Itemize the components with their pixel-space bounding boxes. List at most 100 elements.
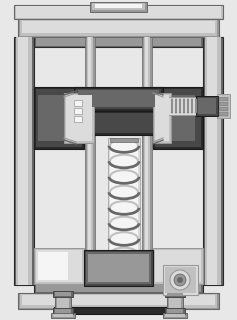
Bar — [207, 99, 210, 113]
Bar — [179, 99, 182, 113]
Bar — [168, 97, 220, 115]
Bar — [155, 95, 195, 141]
Bar — [74, 100, 82, 106]
Bar — [34, 87, 84, 149]
Bar — [18, 37, 28, 285]
Bar — [53, 308, 73, 314]
Bar — [34, 37, 203, 47]
Bar — [191, 99, 193, 113]
Bar — [76, 89, 161, 109]
Bar — [153, 248, 203, 284]
Bar — [110, 258, 138, 262]
Bar — [53, 314, 73, 317]
Bar — [22, 21, 215, 33]
Bar — [36, 250, 82, 282]
Bar — [155, 250, 201, 282]
Bar — [211, 99, 214, 113]
Bar — [198, 98, 216, 114]
Bar — [167, 292, 183, 296]
Bar — [88, 254, 149, 282]
Bar — [145, 37, 148, 287]
Bar — [142, 37, 152, 287]
Bar — [84, 250, 153, 286]
Bar — [199, 99, 201, 113]
Bar — [57, 293, 69, 315]
Bar — [219, 97, 228, 100]
Circle shape — [177, 277, 183, 283]
Bar — [219, 112, 228, 116]
Bar — [203, 37, 223, 285]
Bar — [14, 37, 34, 285]
Bar — [170, 99, 218, 113]
Circle shape — [170, 270, 190, 290]
Bar — [163, 313, 187, 318]
Bar — [163, 265, 198, 295]
Bar — [36, 89, 82, 147]
Bar — [92, 3, 145, 10]
Bar — [165, 314, 185, 317]
Bar — [144, 37, 150, 287]
Bar — [86, 252, 151, 284]
Bar — [51, 313, 75, 318]
Circle shape — [174, 274, 186, 286]
Bar — [95, 4, 142, 8]
Bar — [18, 293, 219, 309]
Bar — [85, 37, 95, 287]
Bar — [74, 108, 82, 114]
Bar — [165, 291, 185, 297]
Bar — [110, 138, 138, 142]
Bar — [203, 99, 205, 113]
Bar — [22, 295, 215, 305]
Bar — [38, 252, 68, 280]
Bar — [74, 116, 82, 122]
Bar — [55, 309, 71, 313]
Bar — [64, 93, 94, 143]
Bar — [66, 95, 92, 141]
Bar — [155, 95, 169, 141]
Bar — [88, 37, 91, 287]
Bar — [36, 38, 201, 46]
Bar — [90, 2, 147, 12]
Bar — [167, 293, 183, 317]
Bar — [14, 5, 223, 19]
Bar — [171, 99, 173, 113]
Bar — [34, 283, 203, 293]
Bar — [195, 99, 197, 113]
Bar — [219, 102, 228, 106]
Bar — [20, 20, 217, 36]
Bar — [110, 140, 138, 260]
Bar — [165, 308, 185, 314]
Bar — [16, 6, 221, 18]
Bar — [78, 90, 159, 107]
Bar — [153, 93, 171, 143]
Bar — [155, 89, 201, 147]
Bar — [165, 267, 196, 293]
Bar — [54, 307, 183, 314]
Bar — [55, 292, 71, 296]
Bar — [169, 293, 181, 315]
Bar — [87, 37, 93, 287]
Bar — [74, 111, 163, 135]
Bar — [74, 87, 163, 111]
Bar — [196, 96, 218, 116]
Bar — [53, 291, 73, 297]
Bar — [187, 99, 190, 113]
Bar — [183, 99, 186, 113]
Bar — [16, 37, 32, 285]
Bar — [219, 96, 228, 116]
Bar — [167, 309, 183, 313]
Bar — [205, 37, 221, 285]
Bar — [20, 294, 217, 308]
Bar — [36, 284, 201, 292]
Bar — [207, 37, 217, 285]
Bar — [76, 113, 161, 133]
Bar — [18, 19, 219, 37]
Bar — [38, 95, 80, 141]
Bar — [219, 107, 228, 110]
Bar — [175, 99, 178, 113]
Bar — [55, 293, 71, 317]
Bar — [34, 248, 84, 284]
Bar — [108, 138, 140, 262]
Bar — [153, 87, 203, 149]
Bar — [217, 94, 230, 118]
